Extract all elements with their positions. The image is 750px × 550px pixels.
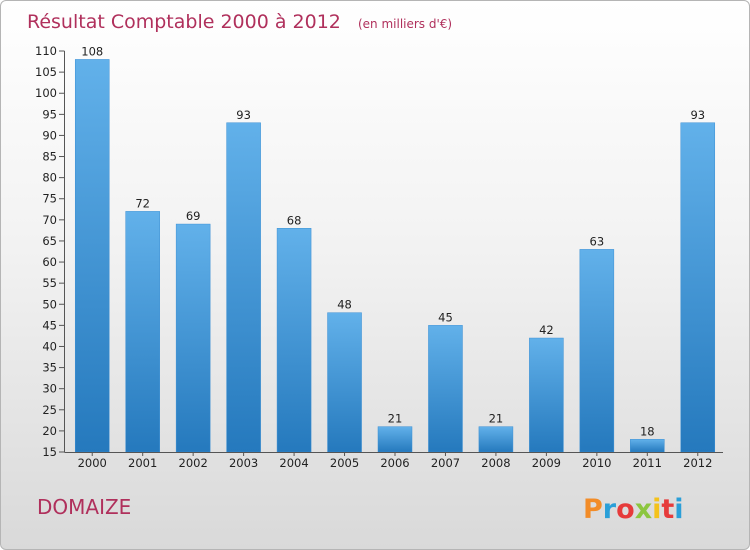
x-tick-label: 2006: [380, 456, 409, 470]
y-tick-label: 15: [42, 445, 57, 459]
y-tick-label: 90: [42, 128, 57, 142]
logo-letter: t: [661, 494, 674, 525]
y-tick-label: 110: [35, 44, 57, 58]
y-tick-label: 85: [42, 150, 57, 164]
data-label: 63: [590, 234, 605, 248]
data-label: 18: [640, 424, 655, 438]
commune-name: DOMAIZE: [37, 495, 131, 519]
bar-2001: [125, 211, 160, 453]
bar-2006: [377, 426, 413, 453]
x-tick-label: 2010: [582, 456, 611, 470]
y-tick-label: 105: [35, 65, 57, 79]
y-tick-label: 25: [42, 403, 57, 417]
y-tick-label: 35: [42, 361, 57, 375]
bar-2008: [478, 426, 514, 453]
logo-letter: i: [674, 494, 683, 525]
logo-letter: r: [603, 494, 617, 525]
y-tick-label: 80: [42, 171, 57, 185]
data-label: 21: [489, 412, 504, 426]
bar-2012: [680, 122, 716, 453]
chart-subtitle: (en milliers d'€): [358, 17, 452, 31]
bar-2002: [175, 223, 211, 453]
y-tick-label: 55: [42, 276, 57, 290]
x-tick-label: 2001: [128, 456, 157, 470]
data-label: 93: [690, 108, 705, 122]
x-tick-label: 2004: [279, 456, 308, 470]
x-tick-label: 2005: [330, 456, 359, 470]
data-label: 45: [438, 310, 453, 324]
data-label: 21: [388, 412, 403, 426]
bar-2010: [579, 249, 615, 453]
y-tick-label: 95: [42, 107, 57, 121]
y-tick-label: 75: [42, 192, 57, 206]
logo-letter: P: [583, 494, 603, 525]
data-label: 93: [236, 108, 251, 122]
x-tick-label: 2008: [481, 456, 510, 470]
bar-2009: [529, 337, 564, 453]
y-axis: 15 20 25 30 35 40 45 50 55 60 65 70 75 80 85 90 95 100 105…: [35, 44, 65, 459]
y-tick-label: 50: [42, 297, 57, 311]
proxiti-logo: Proxiti: [583, 494, 684, 525]
logo-letter: o: [616, 494, 635, 525]
svg-text:Résultat Comptable 2000 à 2012: Résultat Comptable 2000 à 2012 (en milli…: [27, 11, 452, 33]
x-tick-label: 2011: [633, 456, 662, 470]
y-tick-label: 100: [35, 86, 57, 100]
x-tick-label: 2000: [78, 456, 107, 470]
bar-2003: [226, 122, 261, 453]
y-tick-label: 45: [42, 318, 57, 332]
bar-2005: [327, 312, 362, 453]
bar-2007: [428, 325, 463, 453]
x-tick-label: 2009: [532, 456, 561, 470]
data-label: 48: [337, 298, 352, 312]
bar-2004: [276, 228, 312, 453]
logo-letter: i: [652, 494, 661, 525]
x-tick-label: 2002: [179, 456, 208, 470]
data-label: 72: [135, 196, 150, 210]
y-tick-label: 60: [42, 255, 57, 269]
data-label: 42: [539, 323, 554, 337]
logo-letter: x: [635, 494, 652, 525]
y-tick-label: 30: [42, 382, 57, 396]
x-axis: 2000 2001 2002 2003 2004 2005 2006 2007 2008 2009…: [64, 452, 723, 470]
data-label: 69: [186, 209, 201, 223]
y-tick-label: 65: [42, 234, 57, 248]
data-label: 108: [81, 44, 103, 58]
bar-2000: [74, 59, 110, 453]
x-tick-label: 2012: [683, 456, 712, 470]
y-tick-label: 20: [42, 424, 57, 438]
chart-title: Résultat Comptable 2000 à 2012: [27, 11, 341, 33]
x-tick-label: 2003: [229, 456, 258, 470]
y-tick-label: 70: [42, 213, 57, 227]
bars: 108 72 69 93 68 48 21 45 21 42 63 18 93: [74, 44, 716, 453]
data-label: 68: [287, 213, 302, 227]
x-tick-label: 2007: [431, 456, 460, 470]
y-tick-label: 40: [42, 339, 57, 353]
bar-2011: [630, 439, 665, 453]
